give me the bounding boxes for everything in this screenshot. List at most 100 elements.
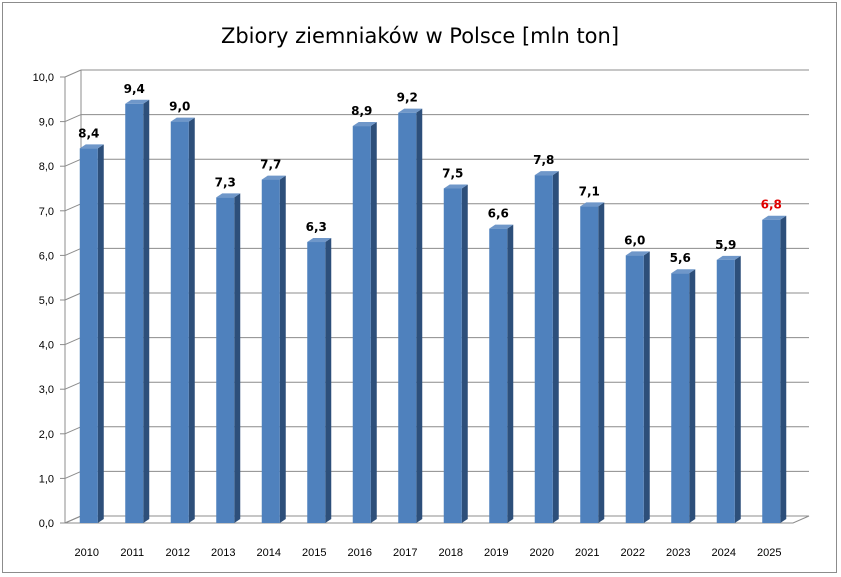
bar-front	[216, 197, 235, 524]
bar-side	[188, 117, 195, 523]
data-label: 7,3	[215, 175, 236, 189]
bar-front	[352, 126, 371, 523]
grid-line-side	[64, 203, 82, 212]
x-tick-label: 2022	[621, 547, 645, 559]
bar-2012	[170, 117, 195, 523]
bar-top	[170, 117, 195, 122]
grid-line-side	[64, 292, 82, 301]
bar-side	[734, 255, 741, 524]
grid-line-side	[64, 69, 82, 78]
y-axis-ticks: 0,0 1,0 2,0 3,0 4,0 5,0 6,0 7,0 8,0 9,0 10,0	[33, 72, 65, 530]
data-label: 5,6	[670, 251, 691, 265]
grid-line-side	[64, 247, 82, 256]
bar-side	[689, 269, 696, 523]
y-tick-label: 7,0	[39, 206, 54, 218]
bar-front	[534, 175, 553, 523]
data-label: 9,2	[397, 91, 418, 105]
data-label: 7,5	[442, 167, 463, 181]
bar-front	[398, 112, 417, 524]
bar-top	[580, 202, 605, 207]
bar-top	[443, 184, 468, 189]
bar-2021	[580, 202, 605, 523]
y-tick-label: 5,0	[39, 295, 54, 307]
bar-2013	[216, 193, 241, 524]
y-tick-label: 8,0	[39, 161, 54, 173]
bar-2010	[79, 144, 104, 524]
bars	[79, 99, 787, 524]
bar-front	[580, 206, 599, 523]
x-tick-label: 2020	[530, 547, 554, 559]
bar-side	[507, 224, 514, 523]
data-label: 6,6	[488, 207, 509, 221]
y-tick-label: 1,0	[39, 473, 54, 485]
bar-front	[79, 148, 98, 524]
bar-top	[671, 269, 696, 274]
data-label: 6,3	[306, 220, 327, 234]
bar-2011	[125, 99, 150, 523]
x-tick-label: 2013	[211, 547, 235, 559]
x-tick-label: 2015	[302, 547, 326, 559]
data-label: 6,8	[761, 198, 782, 212]
grid-line-side	[64, 158, 82, 167]
bar-top	[79, 144, 104, 149]
x-tick-label: 2018	[439, 547, 463, 559]
data-label: 7,1	[579, 184, 600, 198]
y-tick-label: 9,0	[39, 117, 54, 129]
chart-title: Zbiory ziemniaków w Polsce [mln ton]	[221, 24, 619, 48]
grid-line-side	[64, 114, 82, 123]
bar-front	[125, 103, 144, 523]
bar-front	[762, 219, 781, 523]
bar-top	[125, 99, 150, 104]
data-labels: 8,4 9,4 9,0 7,3 7,7 6,3 8,9 9,2 7,5 6,6 7,8 7,1 6,0 5…	[78, 82, 782, 265]
x-tick-label: 2025	[757, 547, 781, 559]
bar-top	[398, 108, 423, 113]
bar-2018	[443, 184, 468, 523]
bar-side	[325, 238, 332, 523]
bar-top	[716, 255, 741, 260]
bar-side	[234, 193, 241, 524]
bar-top	[534, 171, 559, 176]
bar-side	[97, 144, 104, 524]
bar-2023	[671, 269, 696, 523]
bar-front	[443, 188, 462, 523]
bar-top	[352, 122, 377, 127]
y-tick-label: 2,0	[39, 429, 54, 441]
bar-front	[716, 259, 735, 523]
bar-side	[780, 215, 787, 523]
bar-side	[416, 108, 423, 524]
x-tick-label: 2021	[575, 547, 599, 559]
x-tick-label: 2011	[120, 547, 144, 559]
x-tick-label: 2012	[166, 547, 190, 559]
bar-side	[279, 175, 286, 523]
data-label: 9,4	[124, 82, 145, 96]
x-tick-label: 2019	[484, 547, 508, 559]
bar-2025	[762, 215, 787, 523]
bar-front	[170, 121, 189, 523]
x-tick-label: 2024	[712, 547, 736, 559]
bar-front	[261, 179, 280, 523]
y-tick-label: 0,0	[39, 518, 54, 530]
bar-chart: Zbiory ziemniaków w Polsce [mln ton] 0,0…	[33, 24, 810, 559]
y-tick-label: 10,0	[33, 72, 54, 84]
x-axis-ticks: 2010 2011 2012 2013 2014 2015 2016 2017 2018 2019…	[75, 547, 782, 559]
bar-2014	[261, 175, 286, 523]
bar-2022	[625, 251, 650, 523]
data-label: 9,0	[169, 100, 190, 114]
y-tick-label: 4,0	[39, 340, 54, 352]
bar-side	[598, 202, 605, 523]
bar-front	[489, 228, 508, 523]
data-label: 8,4	[78, 126, 99, 140]
bar-top	[489, 224, 514, 229]
bar-top	[307, 238, 332, 243]
x-tick-label: 2023	[666, 547, 690, 559]
bar-side	[643, 251, 650, 523]
grid-line-side	[64, 470, 82, 479]
data-label: 7,8	[533, 153, 554, 167]
grid-line-side	[64, 381, 82, 390]
grid-line-side	[64, 426, 82, 435]
bar-top	[216, 193, 241, 198]
bar-2020	[534, 171, 559, 523]
bar-2024	[716, 255, 741, 524]
grid-line-side	[64, 337, 82, 346]
